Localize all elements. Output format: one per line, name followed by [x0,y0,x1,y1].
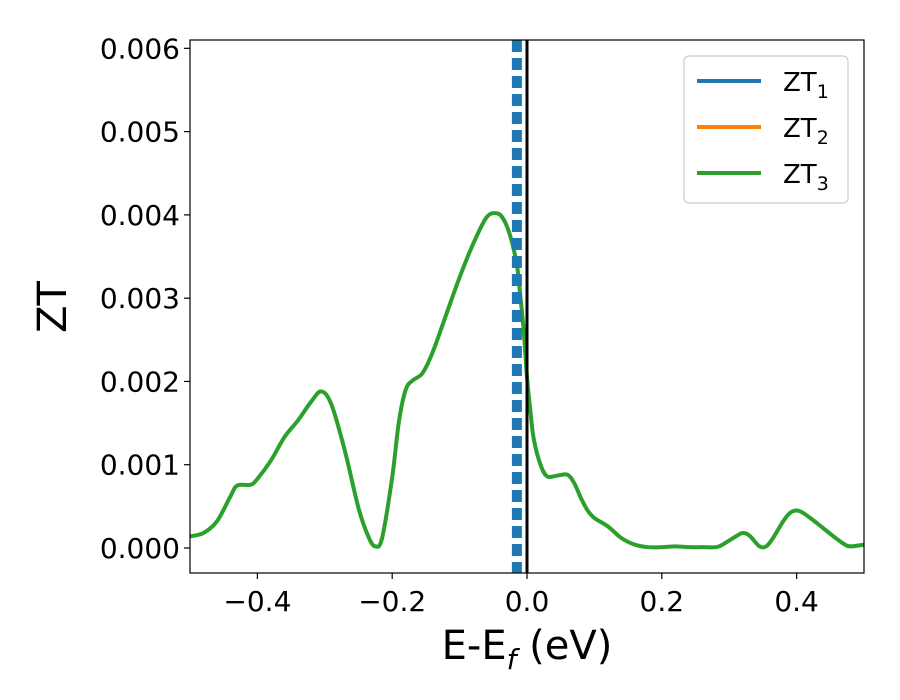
legend-label-3: ZT3 [783,160,829,195]
legend: ZT1 ZT2 ZT3 [683,55,849,204]
legend-label-2: ZT2 [783,114,829,149]
series-line-3 [190,211,864,550]
y-tick-label: 0.006 [100,32,180,65]
y-tick-label: 0.004 [100,199,180,232]
x-tick-label: −0.2 [358,585,426,618]
x-tick-label: 0.0 [505,585,550,618]
y-axis-title: ZT [30,281,76,333]
y-tick-label: 0.001 [100,449,180,482]
legend-label-1: ZT1 [783,68,829,103]
y-tick-label: 0.000 [100,532,180,565]
x-tick-label: 0.4 [774,585,819,618]
y-tick-label: 0.005 [100,116,180,149]
legend-box [683,55,849,204]
y-tick-label: 0.002 [100,365,180,398]
x-tick-label: 0.2 [640,585,685,618]
y-tick-label: 0.003 [100,282,180,315]
x-axis-title: E-Ef (eV) [442,623,613,676]
x-tick-label: −0.4 [223,585,291,618]
